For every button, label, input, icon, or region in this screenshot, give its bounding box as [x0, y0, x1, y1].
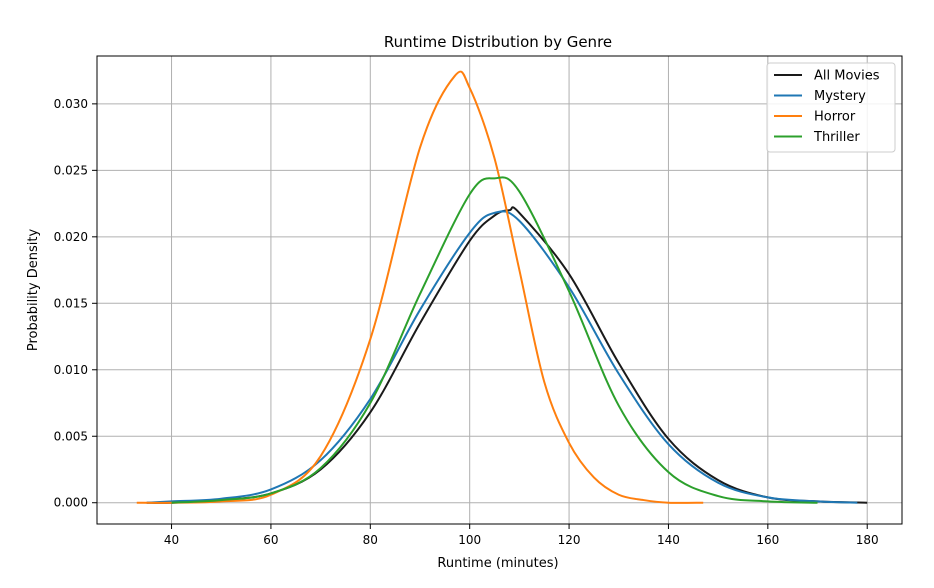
- y-tick-label: 0.015: [54, 296, 88, 310]
- plot-frame: [96, 55, 903, 525]
- legend: All Movies Mystery Horror Thriller: [766, 62, 896, 153]
- series-line-all-movies: [146, 206, 868, 504]
- x-tick-label: 140: [657, 533, 680, 547]
- x-axis-label: Runtime (minutes): [437, 556, 558, 571]
- chart-title: Runtime Distribution by Genre: [384, 33, 612, 51]
- x-tick-label: 40: [164, 533, 179, 547]
- series-line-mystery: [146, 210, 858, 504]
- ticks: 40 60 80 100 120 140 160 180 0.000 0.005 0.010 0.01…: [54, 97, 879, 547]
- x-tick-label: 160: [756, 533, 779, 547]
- x-tick-label: 180: [856, 533, 879, 547]
- y-tick-label: 0.020: [54, 230, 88, 244]
- x-tick-label: 120: [558, 533, 581, 547]
- legend-box: [766, 62, 896, 153]
- legend-label-thriller: Thriller: [813, 130, 860, 145]
- y-tick-label: 0.025: [54, 163, 88, 177]
- legend-label-horror: Horror: [814, 110, 856, 125]
- plot-lines: [136, 70, 868, 504]
- grid: [97, 56, 902, 524]
- series-line-horror: [136, 70, 704, 504]
- y-tick-label: 0.000: [54, 496, 88, 510]
- x-tick-label: 100: [458, 533, 481, 547]
- legend-label-all-movies: All Movies: [814, 69, 880, 84]
- series-line-thriller: [171, 176, 818, 504]
- y-axis-label: Probability Density: [26, 229, 41, 352]
- x-tick-label: 80: [363, 533, 378, 547]
- y-tick-label: 0.030: [54, 97, 88, 111]
- y-tick-label: 0.010: [54, 363, 88, 377]
- x-tick-label: 60: [263, 533, 278, 547]
- y-tick-label: 0.005: [54, 429, 88, 443]
- legend-label-mystery: Mystery: [814, 89, 866, 104]
